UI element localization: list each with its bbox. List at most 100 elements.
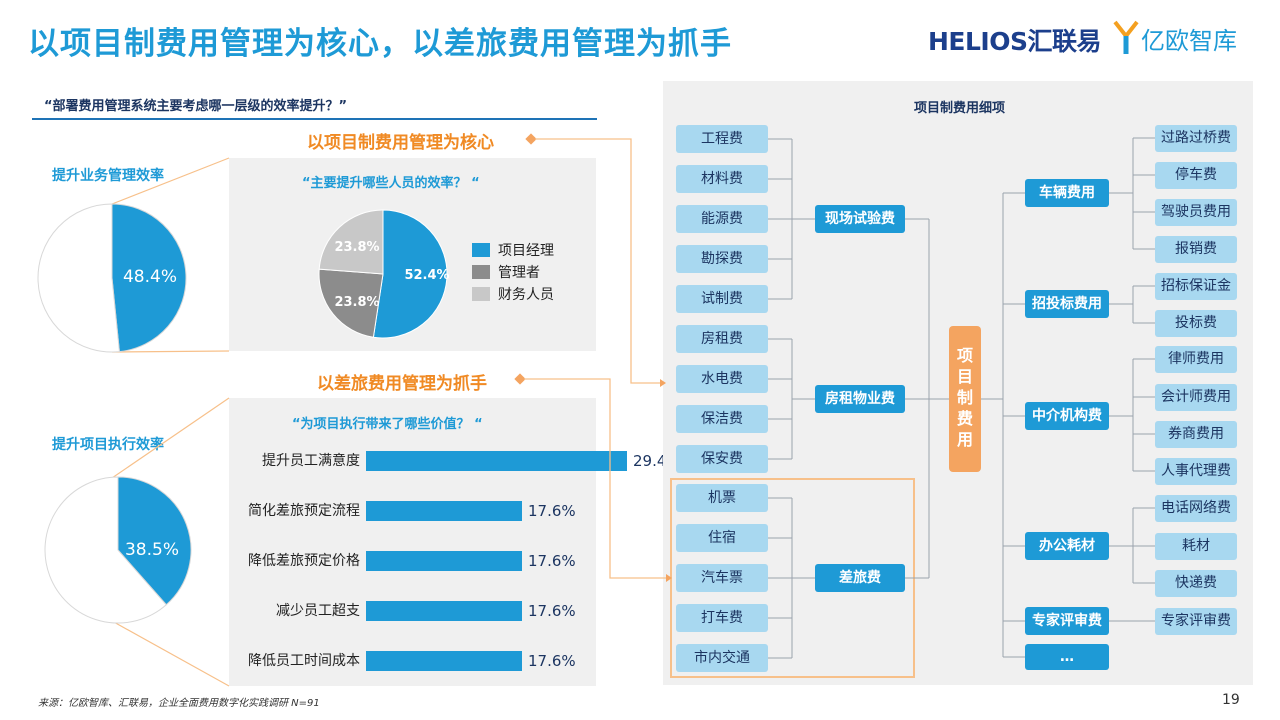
tree-center-char: 目 — [956, 367, 973, 386]
section2-heading: 以差旅费用管理为抓手 — [317, 374, 487, 394]
source-note: 来源：亿欧智库、汇联易，企业全面费用数字化实践调研 N=91 — [38, 698, 320, 709]
bar — [366, 451, 627, 471]
tree-item: 过路过桥费 — [1155, 125, 1237, 152]
left-charts-svg: 48.4% 52.4% 23.8% 23.8% 38.5% — [37, 157, 450, 687]
link-section2-to-tree — [524, 378, 668, 579]
connector-right-bidding — [1109, 285, 1155, 324]
tree-center-char: 用 — [956, 430, 973, 449]
tree-item: 房租费 — [676, 325, 768, 353]
tree-item: 电话网络费 — [1155, 495, 1237, 522]
tree-item: 试制费 — [676, 285, 768, 313]
tree-item: 打车费 — [676, 604, 768, 632]
page-title: 以项目制费用管理为核心，以差旅费用管理为抓手 — [28, 26, 732, 62]
legend-label: 项目经理 — [498, 243, 554, 259]
tree-center-label: 项目制费用 — [949, 345, 981, 450]
pie-slice — [37, 203, 120, 353]
legend-swatch — [472, 287, 490, 301]
question-underline — [32, 118, 597, 120]
tree-item: 报销费 — [1155, 236, 1237, 263]
tree-item: 住宿 — [676, 524, 768, 552]
pie-slice — [44, 476, 167, 624]
link-section1-to-tree — [535, 138, 662, 384]
tree-group-bidding: 招投标费用 — [1025, 290, 1109, 318]
pie3-callout-bottom — [111, 620, 230, 687]
connector-mid-to-center — [905, 218, 949, 579]
tree-center-char: 项 — [956, 346, 973, 365]
legend-label: 管理者 — [498, 265, 540, 281]
pie-business-efficiency-label: 48.4% — [123, 267, 177, 287]
pie-project-execution — [44, 476, 192, 624]
link-section1-arrow — [660, 379, 666, 387]
bar-row: 提升员工满意度 29.4% — [230, 450, 681, 472]
bar-category-label: 降低员工时间成本 — [248, 653, 360, 669]
connector-group-onsite — [768, 138, 815, 300]
connector-group-rent — [768, 338, 815, 460]
bar-row: 降低差旅预定价格 17.6% — [230, 550, 610, 572]
tree-item: 律师费用 — [1155, 346, 1237, 373]
pie-business-efficiency — [37, 203, 187, 353]
tree-group-vehicle: 车辆费用 — [1025, 179, 1109, 207]
legend-label: 财务人员 — [498, 287, 554, 303]
tree-item: 水电费 — [676, 365, 768, 393]
bar — [366, 651, 522, 671]
pie3-callout-top — [111, 397, 230, 479]
bar-value-label: 17.6% — [528, 552, 576, 570]
bar-row: 简化差旅预定流程 17.6% — [230, 500, 610, 522]
pie-project-execution-label: 38.5% — [125, 540, 179, 560]
pie-staff-efficiency — [318, 209, 448, 339]
connector-right-agency — [1109, 358, 1155, 472]
survey-question: “部署费用管理系统主要考虑哪一层级的效率提升？” — [44, 99, 348, 114]
section2-side-label: 提升项目执行效率 — [52, 437, 164, 453]
legend-item-finance: 财务人员 — [472, 283, 554, 305]
tree-item: 能源费 — [676, 205, 768, 233]
section2-panel-question: “为项目执行带来了哪些价值？ “ — [292, 417, 483, 432]
yiou-logo-icon — [1113, 20, 1139, 54]
tree-group-more: … — [1025, 644, 1109, 670]
connector-center-to-right — [981, 192, 1025, 658]
pie-staff-legend: 项目经理 管理者 财务人员 — [472, 239, 554, 305]
pie-staff-label-admin: 23.8% — [334, 295, 379, 310]
bar-value-label: 17.6% — [528, 502, 576, 520]
legend-swatch — [472, 265, 490, 279]
bar-category-label: 减少员工超支 — [276, 603, 360, 619]
tree-item: 快递费 — [1155, 570, 1237, 597]
tree-item: 市内交通 — [676, 644, 768, 672]
section1-panel-question: “主要提升哪些人员的效率？ “ — [302, 176, 480, 191]
section1-side-label: 提升业务管理效率 — [52, 168, 164, 184]
bar-value-label: 17.6% — [528, 652, 576, 670]
tree-item: 停车费 — [1155, 162, 1237, 189]
pie-staff-label-manager: 52.4% — [404, 268, 449, 283]
tree-item: 汽车票 — [676, 564, 768, 592]
page-number: 19 — [1222, 692, 1240, 708]
tree-item: 保安费 — [676, 445, 768, 473]
tree-group-agency: 中介机构费 — [1025, 402, 1109, 430]
pie-slice — [318, 268, 384, 338]
connector-group-travel — [768, 497, 815, 659]
pie-slice — [372, 209, 448, 339]
section2-panel — [229, 398, 596, 686]
bar-category-label: 降低差旅预定价格 — [248, 553, 360, 569]
tree-item: 驾驶员费用 — [1155, 199, 1237, 226]
tree-item: 投标费 — [1155, 310, 1237, 337]
tree-item: 会计师费用 — [1155, 384, 1237, 411]
tree-center-box — [949, 326, 981, 472]
tree-item: 人事代理费 — [1155, 458, 1237, 485]
yiou-logo-text: 亿欧智库 — [1141, 26, 1237, 55]
tree-group-expert: 专家评审费 — [1025, 607, 1109, 635]
connector-right-office — [1109, 507, 1155, 584]
tree-item: 耗材 — [1155, 533, 1237, 560]
pie-staff-label-finance: 23.8% — [334, 240, 379, 255]
link-section2-arrow — [666, 574, 672, 582]
yiou-logo: 亿欧智库 — [1113, 18, 1237, 58]
connector-right-vehicle — [1109, 137, 1155, 250]
tree-center-char: 费 — [956, 409, 973, 428]
tree-item: 机票 — [676, 484, 768, 512]
section1-heading: 以项目制费用管理为核心 — [307, 133, 494, 153]
bar-category-label: 提升员工满意度 — [262, 453, 360, 469]
pie1-callout-bottom — [111, 350, 230, 353]
expense-tree-title: 项目制费用细项 — [914, 101, 1006, 116]
tree-item: 材料费 — [676, 165, 768, 193]
tree-group-onsite: 现场试验费 — [815, 205, 905, 233]
pie-slice — [117, 476, 192, 606]
